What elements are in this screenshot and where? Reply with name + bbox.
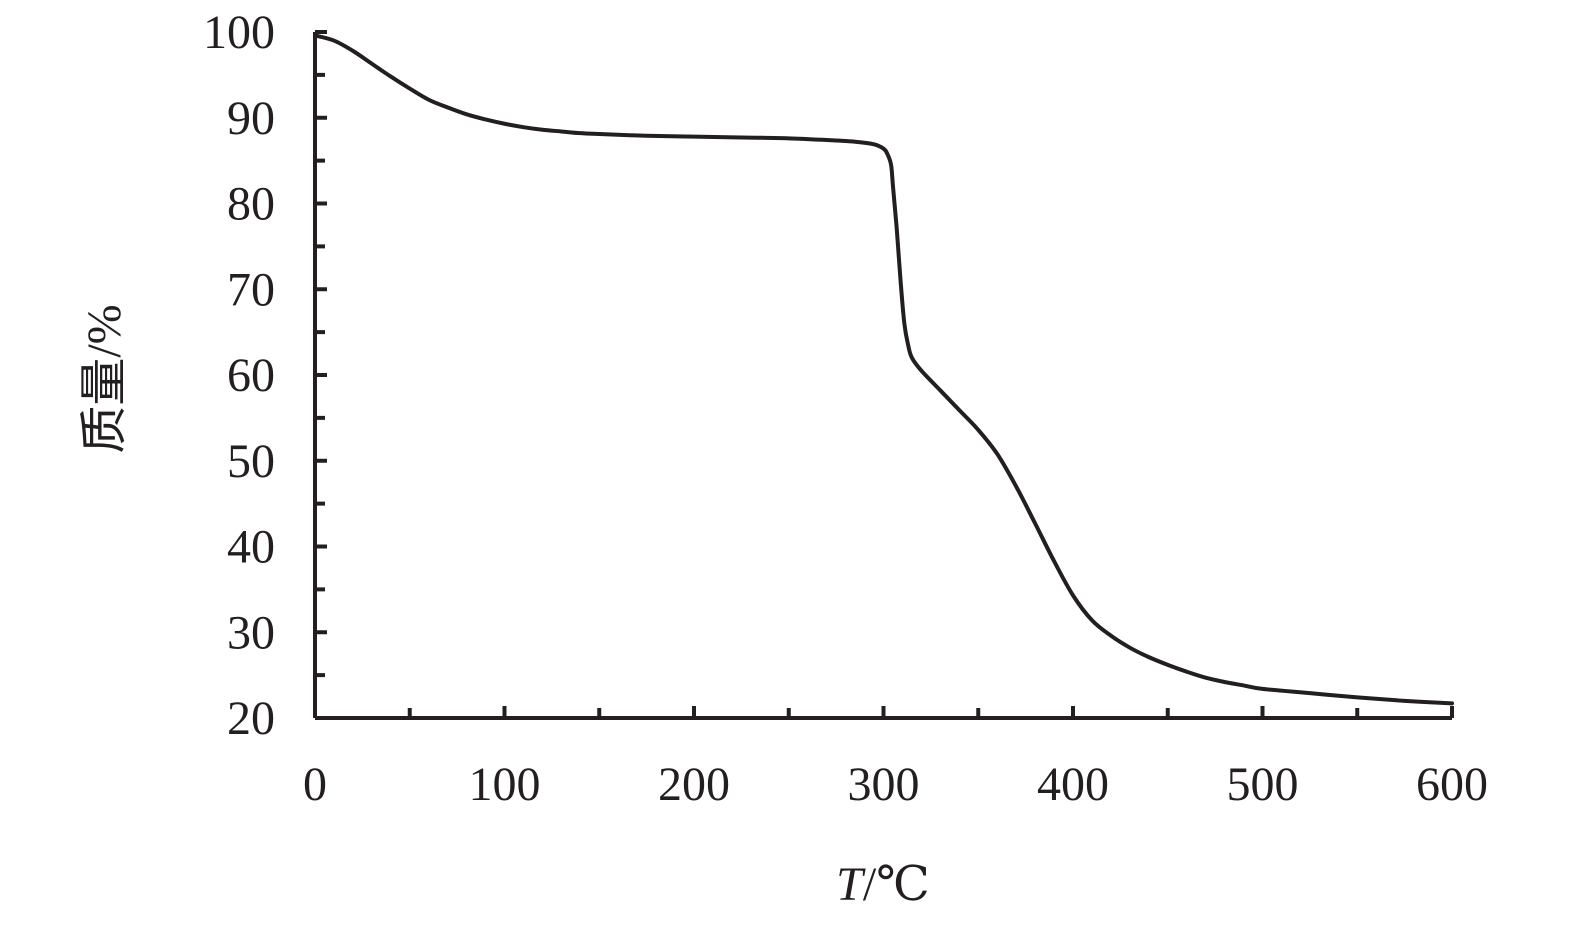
y-axis-label: 质量/% xyxy=(78,304,131,453)
x-tick-label: 0 xyxy=(303,758,327,811)
series-line-0 xyxy=(313,33,1454,706)
tick-labels: 20 30 40 50 60 70 80 90 100 0 100 200 300 400 500 600 xyxy=(203,6,1488,811)
y-tick-label: 70 xyxy=(227,263,275,316)
y-tick-label: 40 xyxy=(227,521,275,574)
x-tick-label: 600 xyxy=(1416,758,1488,811)
y-tick-label: 50 xyxy=(227,435,275,488)
x-tick-label: 400 xyxy=(1037,758,1109,811)
axes xyxy=(313,32,1452,720)
y-tick-label: 20 xyxy=(227,692,275,745)
series-group xyxy=(313,33,1454,706)
x-tick-label: 200 xyxy=(658,758,730,811)
x-axis-label: T/℃ xyxy=(836,858,930,911)
y-tick-label: 30 xyxy=(227,606,275,659)
x-tick-label: 500 xyxy=(1227,758,1299,811)
x-tick-label: 300 xyxy=(848,758,920,811)
y-tick-label: 100 xyxy=(203,6,275,59)
y-tick-label: 60 xyxy=(227,349,275,402)
x-axis-unit: /℃ xyxy=(863,858,930,911)
y-tick-label: 80 xyxy=(227,178,275,231)
x-axis-variable: T xyxy=(836,858,866,911)
tick-marks xyxy=(313,30,1454,720)
x-tick-label: 100 xyxy=(469,758,541,811)
y-tick-label: 90 xyxy=(227,92,275,145)
